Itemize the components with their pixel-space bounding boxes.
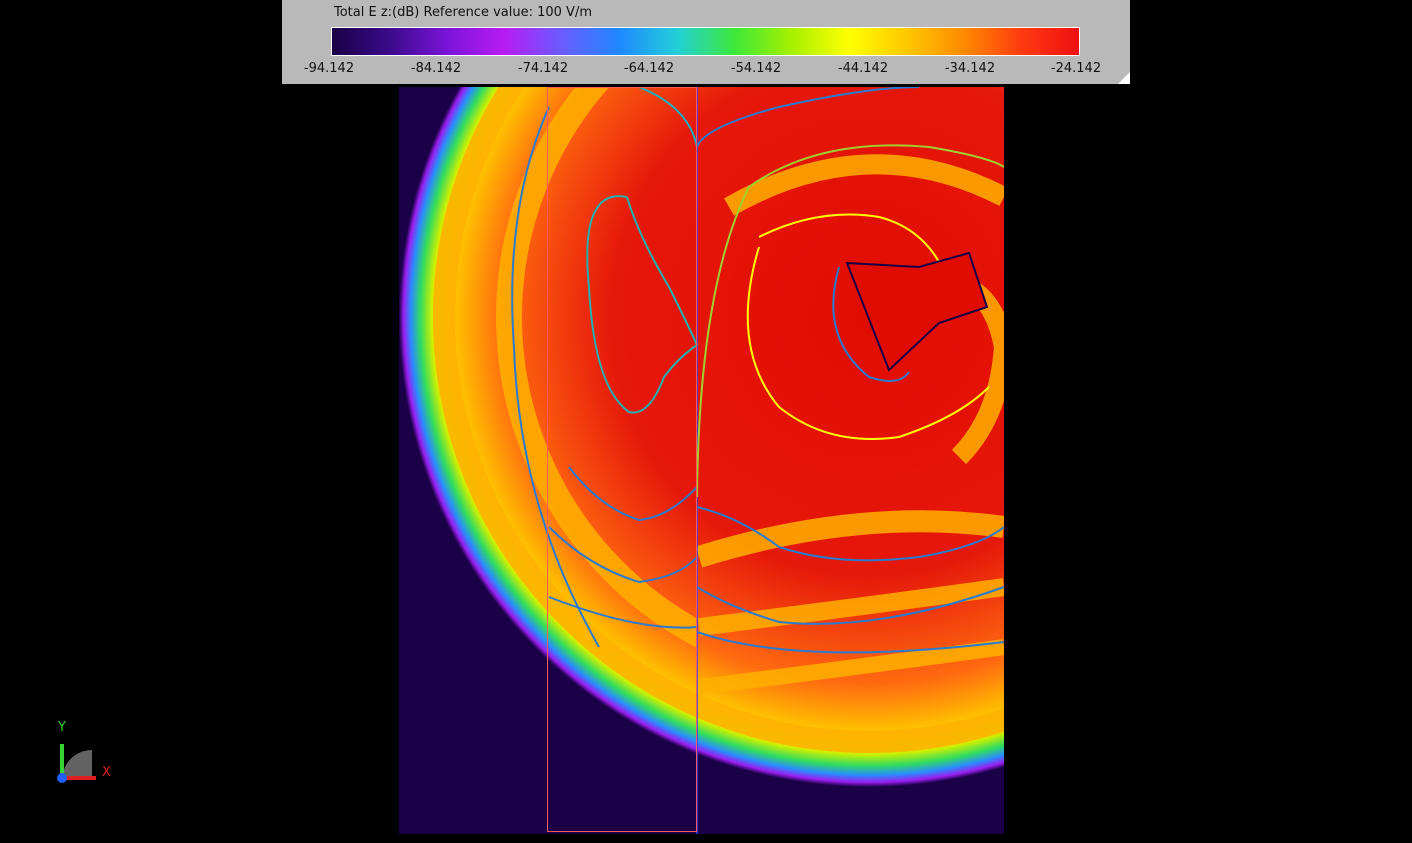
- colorbar-tick-label: -34.142: [944, 61, 996, 76]
- colorbar-tick-label: -24.142: [1050, 61, 1102, 76]
- axes-triad[interactable]: Y X: [52, 720, 122, 790]
- legend-title: Total E z:(dB) Reference value: 100 V/m: [334, 5, 592, 20]
- highlight-region-box: [547, 87, 697, 832]
- colorbar-tick-label: -74.142: [517, 61, 569, 76]
- colorbar-tick-label: -64.142: [623, 61, 675, 76]
- y-axis-label: Y: [58, 720, 66, 735]
- colorbar: [331, 27, 1080, 56]
- axes-triad-graphic: [57, 744, 96, 783]
- field-plot-graphic: [399, 87, 1004, 834]
- color-legend: Total E z:(dB) Reference value: 100 V/m …: [282, 0, 1130, 84]
- colorbar-tick-label: -54.142: [730, 61, 782, 76]
- source-aperture: [845, 251, 989, 372]
- colorbar-tick-label: -94.142: [303, 61, 355, 76]
- field-plot[interactable]: [399, 87, 1004, 834]
- colorbar-tick-label: -84.142: [410, 61, 462, 76]
- x-axis-label: X: [102, 765, 111, 780]
- colorbar-tick-label: -44.142: [837, 61, 889, 76]
- resize-grip-icon[interactable]: [1118, 72, 1130, 84]
